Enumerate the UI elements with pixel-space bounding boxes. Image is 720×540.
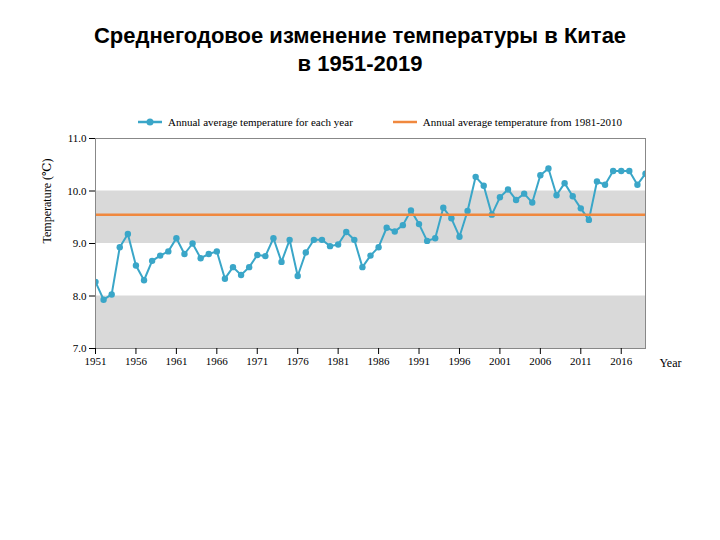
svg-text:11.0: 11.0 <box>68 132 87 144</box>
svg-text:1991: 1991 <box>408 355 430 367</box>
svg-text:2016: 2016 <box>610 355 633 367</box>
svg-text:7.0: 7.0 <box>73 342 87 354</box>
svg-text:2001: 2001 <box>489 355 511 367</box>
svg-text:8.0: 8.0 <box>73 290 87 302</box>
svg-text:1956: 1956 <box>125 355 148 367</box>
html-text:Annual average temperature fro: Annual average temperature from 1981-201… <box>422 116 622 128</box>
svg-text:1966: 1966 <box>206 355 229 367</box>
svg-text:1971: 1971 <box>246 355 268 367</box>
svg-text:1976: 1976 <box>287 355 310 367</box>
svg-text:2006: 2006 <box>529 355 552 367</box>
svg-text:1961: 1961 <box>165 355 187 367</box>
svg-text:1996: 1996 <box>448 355 471 367</box>
svg-text:1951: 1951 <box>85 355 107 367</box>
svg-text:10.0: 10.0 <box>67 185 87 197</box>
svg-text:1981: 1981 <box>327 355 349 367</box>
html-text:Среднегодовое изменение темпер: Среднегодовое изменение температуры в Ки… <box>93 23 627 48</box>
svg-text:2011: 2011 <box>570 355 592 367</box>
html-text:Annual average temperature for: Annual average temperature for each year <box>168 116 353 128</box>
svg-text:1986: 1986 <box>368 355 391 367</box>
svg-text:Year: Year <box>659 356 681 370</box>
html-text:в 1951-2019: в 1951-2019 <box>297 51 423 76</box>
svg-text:Temperature (℃): Temperature (℃) <box>40 159 54 244</box>
svg-text:9.0: 9.0 <box>73 237 87 249</box>
